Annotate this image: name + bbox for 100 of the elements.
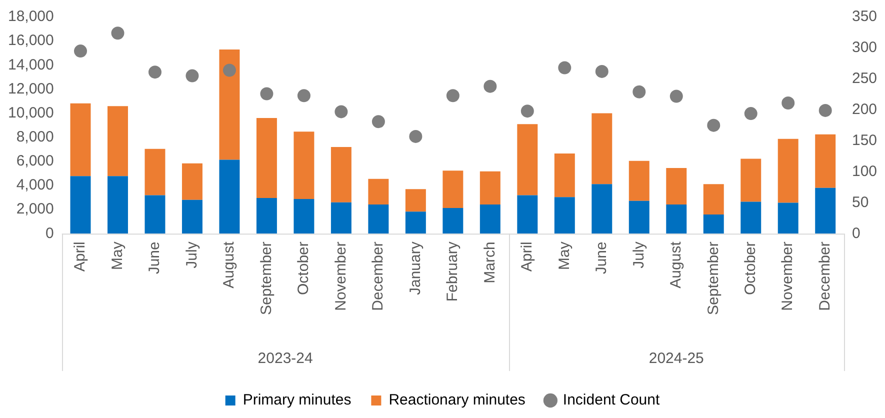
x-tick-label: April — [518, 242, 536, 272]
x-tick-label: November — [332, 242, 350, 311]
point — [297, 89, 310, 102]
x-tick-label: October — [742, 242, 760, 295]
bar — [740, 202, 762, 234]
bar — [144, 148, 166, 196]
x-tick-label: June — [146, 242, 164, 274]
text: 2023-24 — [258, 350, 313, 368]
point — [632, 85, 646, 98]
point — [186, 69, 199, 82]
x-tick-label: September — [704, 242, 722, 315]
y2-tick-label: 0 — [852, 224, 860, 242]
legend-label: Incident Count — [562, 392, 660, 409]
bar — [368, 204, 389, 234]
y-tick-label: 10,000 — [8, 104, 54, 122]
y2-tick-label: 250 — [852, 70, 878, 88]
y2-tick-label: 150 — [852, 132, 878, 149]
y-tick-label: 16,000 — [8, 32, 54, 50]
x-tick-label: December — [816, 242, 834, 311]
y-tick-label: 4,000 — [16, 176, 54, 194]
x-tick-label: June — [593, 242, 610, 274]
point — [409, 130, 422, 143]
bar — [368, 178, 389, 204]
y2-tick-label: 100 — [852, 162, 878, 180]
bar — [517, 195, 538, 234]
bar — [256, 198, 277, 234]
point — [558, 61, 572, 74]
point — [74, 44, 87, 58]
bar — [182, 200, 202, 234]
bar — [294, 198, 314, 234]
x-tick-label: July — [183, 241, 200, 268]
point — [744, 107, 758, 120]
point — [222, 64, 236, 77]
bar — [480, 171, 500, 204]
bar — [592, 113, 612, 184]
x-tick-label: August — [220, 240, 238, 288]
bar — [108, 106, 128, 176]
bar — [703, 214, 724, 234]
point — [260, 87, 274, 100]
bar — [256, 118, 277, 198]
point — [334, 105, 348, 118]
bar — [70, 103, 91, 176]
bar — [70, 176, 91, 234]
point — [818, 104, 832, 117]
x-tick-label: January — [406, 241, 424, 295]
bar — [108, 176, 128, 234]
point — [446, 89, 460, 102]
legend-label: Reactionary minutes — [388, 392, 526, 409]
bar — [219, 160, 240, 234]
point — [782, 96, 795, 110]
bar — [442, 170, 464, 208]
bar — [592, 184, 612, 234]
y-tick-label: 18,000 — [8, 8, 54, 26]
point — [148, 66, 162, 79]
x-tick-label: February — [444, 241, 462, 302]
bar — [480, 204, 500, 234]
bar — [219, 49, 240, 160]
bar — [778, 138, 798, 203]
y2-tick-label: 50 — [852, 194, 869, 211]
point — [484, 80, 497, 93]
bar — [517, 124, 538, 196]
x-tick-label: December — [370, 242, 387, 311]
y-tick-label: 0 — [46, 224, 54, 242]
bar — [405, 212, 426, 234]
text: 2024-25 — [648, 350, 704, 368]
point — [520, 104, 534, 118]
x-tick-label: April — [72, 242, 89, 272]
point — [111, 26, 124, 40]
point — [372, 115, 385, 128]
bar — [666, 168, 687, 204]
bar — [554, 197, 575, 234]
bar — [628, 160, 650, 201]
y-tick-label: 2,000 — [16, 200, 54, 218]
bar — [144, 195, 166, 234]
bar — [554, 153, 575, 198]
x-tick-label: October — [295, 242, 312, 295]
x-tick-label: August — [668, 240, 685, 288]
y2-tick-label: 200 — [852, 100, 878, 118]
legend-label: Primary minutes — [242, 392, 352, 409]
bar — [815, 134, 836, 188]
bar — [703, 184, 724, 214]
y-tick-label: 12,000 — [8, 80, 54, 98]
bar — [740, 158, 762, 202]
x-tick-label: July — [630, 241, 648, 268]
y2-tick-label: 300 — [852, 39, 878, 56]
x-tick-label: November — [779, 242, 796, 311]
bar — [666, 204, 687, 234]
point — [670, 90, 683, 103]
bar — [778, 202, 798, 234]
x-tick-label: September — [258, 242, 275, 315]
y2-tick-label: 350 — [852, 8, 878, 26]
x-tick-label: May — [108, 241, 126, 270]
bar — [330, 146, 352, 202]
x-tick-label: May — [556, 241, 573, 270]
bar — [442, 208, 464, 234]
point — [595, 64, 608, 78]
bar — [628, 200, 650, 234]
bar — [815, 188, 836, 234]
point — [707, 118, 720, 132]
bar — [405, 189, 426, 212]
